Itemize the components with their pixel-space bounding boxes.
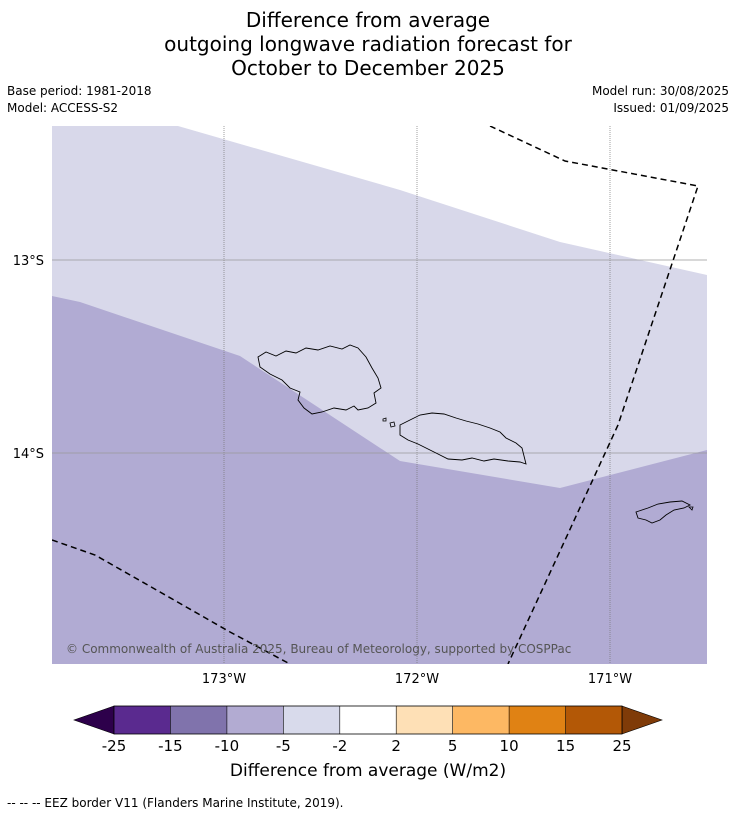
anomaly-region-dark	[52, 296, 707, 664]
colorbar-bin-8	[509, 706, 566, 734]
island-manono	[389, 421, 396, 428]
colorbar-tick-1: -25	[102, 737, 127, 755]
colorbar-bin-4	[283, 706, 340, 734]
eez-border-east	[489, 126, 699, 664]
lat-tick-13s: 13°S	[13, 254, 44, 269]
colorbar-arrow-right	[621, 705, 663, 735]
colorbar-bin-3	[226, 706, 284, 734]
colorbar-tick-4: -5	[276, 737, 291, 755]
model-run: Model run: 30/08/2025	[591, 84, 729, 98]
colorbar-bin-7	[452, 706, 510, 734]
island-upolu	[399, 412, 527, 465]
colorbar-outline	[113, 705, 623, 735]
colorbar-tick-2: -15	[158, 737, 183, 755]
colorbar-tick-10: 25	[612, 737, 631, 755]
lat-tick-14s: 14°S	[13, 447, 44, 462]
island-aunuu	[688, 506, 694, 511]
lon-tick-171: 171°W	[588, 672, 632, 687]
colorbar: -25 -15 -10 -5 -2 2 5 10 15 25	[73, 705, 663, 755]
colorbar-tick-7: 5	[448, 737, 458, 755]
colorbar-label: Difference from average (W/m2)	[229, 761, 507, 781]
issued-date: Issued: 01/09/2025	[613, 101, 729, 115]
island-tutuila	[635, 500, 692, 524]
map-area: © Commonwealth of Australia 2025, Bureau…	[52, 126, 707, 664]
colorbar-tick-5: -2	[332, 737, 347, 755]
colorbar-bin-6	[396, 706, 453, 734]
eez-legend: -- -- -- EEZ border V11 (Flanders Marine…	[7, 796, 344, 810]
colorbar-bin-5	[339, 706, 397, 734]
model-name: Model: ACCESS-S2	[7, 101, 119, 115]
eez-border-southwest	[52, 539, 291, 664]
lon-tick-172: 172°W	[395, 672, 439, 687]
colorbar-tick-3: -10	[215, 737, 240, 755]
title-line-1: Difference from average	[245, 8, 491, 32]
map-credit: © Commonwealth of Australia 2025, Bureau…	[66, 642, 571, 656]
chart-title: Difference from average outgoing longwav…	[0, 8, 736, 80]
colorbar-tick-6: 2	[391, 737, 401, 755]
meta-right: Model run: 30/08/2025 Issued: 01/09/2025	[592, 83, 729, 117]
title-line-3: October to December 2025	[231, 56, 505, 80]
island-apolima	[382, 417, 387, 422]
lon-tick-173: 173°W	[202, 672, 246, 687]
colorbar-bin-9	[565, 706, 622, 734]
island-savaii	[257, 344, 382, 415]
colorbar-bin-1	[114, 706, 171, 734]
title-line-2: outgoing longwave radiation forecast for	[164, 32, 572, 56]
colorbar-bin-2	[170, 706, 227, 734]
base-period: Base period: 1981-2018	[7, 84, 152, 98]
colorbar-dividers	[170, 706, 566, 734]
meta-left: Base period: 1981-2018 Model: ACCESS-S2	[7, 83, 152, 117]
colorbar-tick-9: 15	[556, 737, 575, 755]
colorbar-arrow-left	[73, 705, 115, 735]
colorbar-tick-8: 10	[500, 737, 519, 755]
